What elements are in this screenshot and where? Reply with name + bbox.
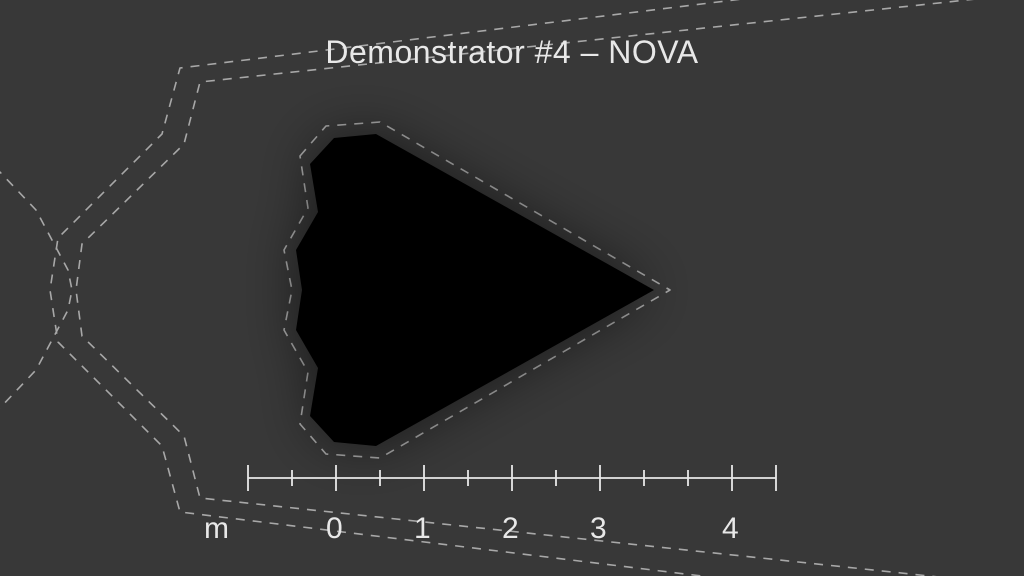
- scale-tick-label: 0: [326, 512, 343, 546]
- scale-tick-label: 2: [502, 512, 519, 546]
- scale-tick-label: 1: [414, 512, 431, 546]
- scale-tick-label: 4: [722, 512, 739, 546]
- scale-unit-label: m: [204, 512, 229, 546]
- scale-tick-label: 3: [590, 512, 607, 546]
- diagram-stage: Demonstrator #4 – NOVA m 0 1 2 3 4: [0, 0, 1024, 576]
- aircraft-silhouette: [296, 134, 654, 446]
- contour-line: [0, 130, 72, 450]
- diagram-title: Demonstrator #4 – NOVA: [0, 34, 1024, 71]
- scale-axis: [248, 465, 776, 491]
- diagram-svg: [0, 0, 1024, 576]
